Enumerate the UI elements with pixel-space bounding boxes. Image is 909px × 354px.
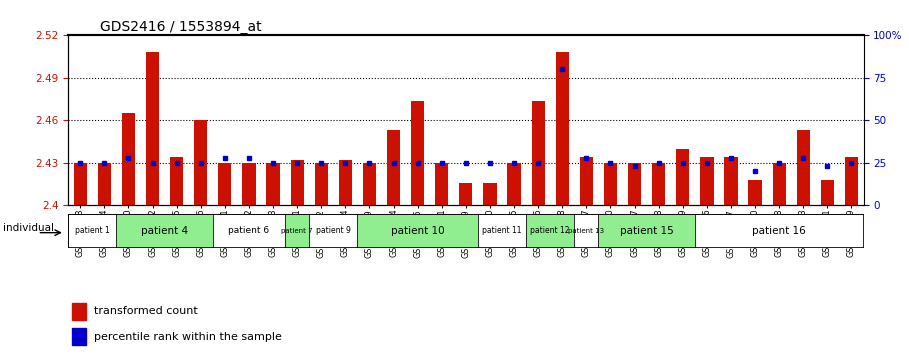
Bar [821,180,834,205]
Bar [478,214,526,248]
Text: patient 16: patient 16 [753,226,806,236]
Bar [74,163,87,205]
Bar [724,157,737,205]
Bar [116,214,213,248]
Bar [195,120,207,205]
Text: patient 1: patient 1 [75,227,110,235]
Bar [218,163,232,205]
Bar [484,183,496,205]
Bar [604,163,617,205]
Bar [363,163,376,205]
Bar [285,214,309,248]
Bar [694,214,864,248]
Bar [387,130,400,205]
Bar [411,101,425,205]
Bar [291,160,304,205]
Bar [266,163,280,205]
Bar [459,183,473,205]
Text: individual: individual [4,223,55,233]
Bar [628,163,641,205]
Bar [574,214,598,248]
Bar [598,214,694,248]
Text: patient 15: patient 15 [620,226,674,236]
Bar [435,163,448,205]
Text: patient 10: patient 10 [391,226,445,236]
Text: percentile rank within the sample: percentile rank within the sample [94,332,282,342]
Text: transformed count: transformed count [94,306,197,316]
Bar [315,163,328,205]
Bar [146,52,159,205]
Bar [773,163,785,205]
Bar [72,303,86,320]
Text: patient 13: patient 13 [568,228,604,234]
Bar [339,160,352,205]
Text: patient 11: patient 11 [483,227,522,235]
Bar [796,130,810,205]
Bar [309,214,357,248]
Bar [68,214,116,248]
Bar [122,113,135,205]
Bar [526,214,574,248]
Bar [97,163,111,205]
Text: patient 7: patient 7 [281,228,313,234]
Bar [580,157,593,205]
Bar [844,157,858,205]
Text: patient 6: patient 6 [228,227,269,235]
Bar [555,52,569,205]
Bar [213,214,285,248]
Bar [170,157,184,205]
Bar [652,163,665,205]
Bar [700,157,714,205]
Bar [243,163,255,205]
Bar [507,163,521,205]
Text: GDS2416 / 1553894_at: GDS2416 / 1553894_at [100,21,262,34]
Bar [748,180,762,205]
Text: patient 9: patient 9 [315,227,351,235]
Bar [357,214,478,248]
Text: patient 12: patient 12 [531,227,570,235]
Bar [532,101,544,205]
Bar [72,328,86,345]
Bar [676,149,689,205]
Text: patient 4: patient 4 [141,226,188,236]
